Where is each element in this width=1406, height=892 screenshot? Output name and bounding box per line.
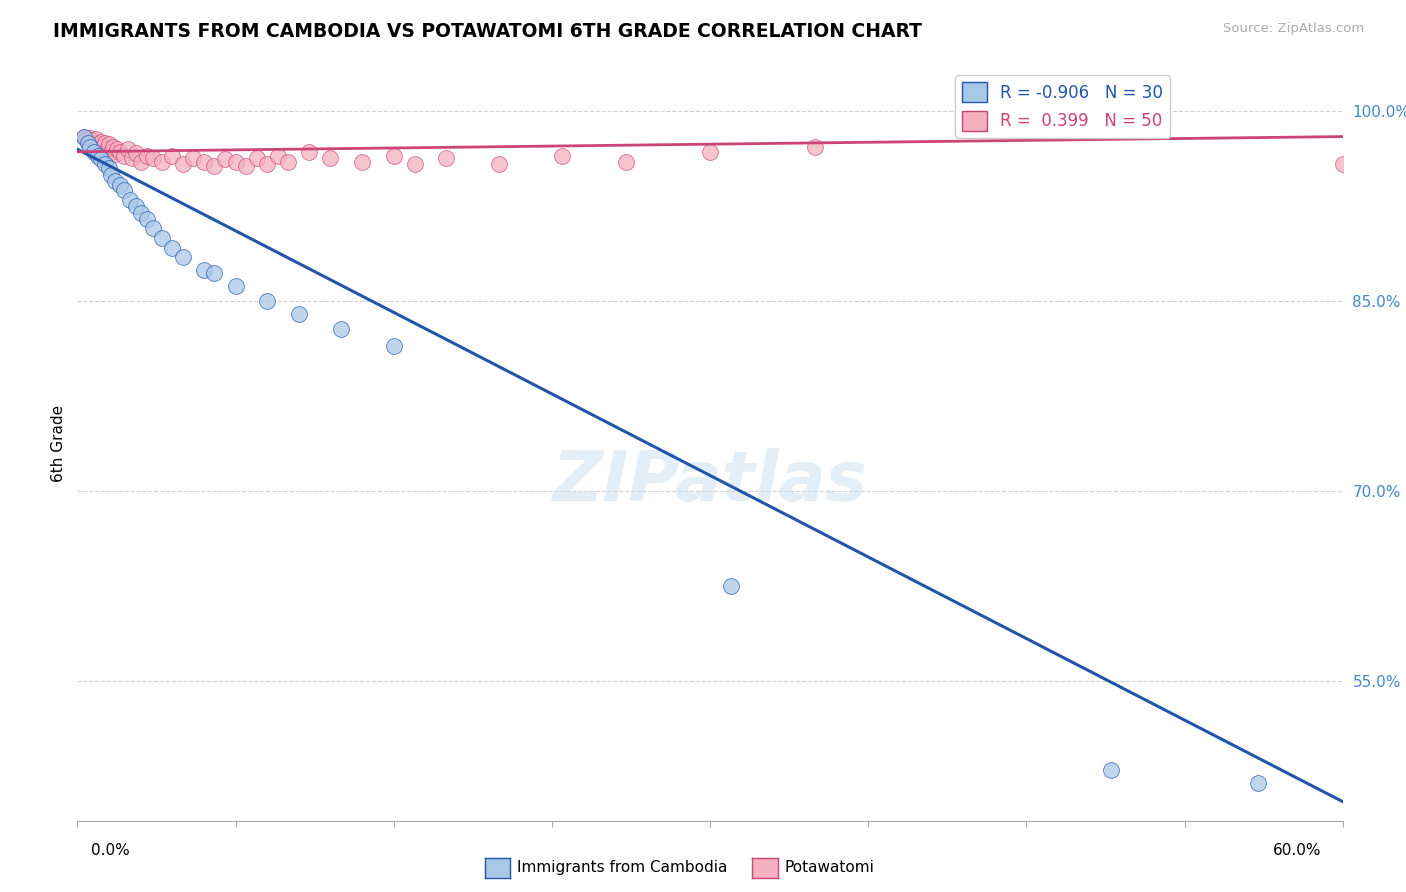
Point	[73, 129, 96, 144]
Point	[108, 145, 131, 159]
Text: 0.0%: 0.0%	[91, 843, 131, 858]
Point	[551, 148, 574, 162]
Point	[162, 148, 183, 162]
Point	[1331, 157, 1354, 171]
Point	[162, 241, 183, 255]
Point	[112, 183, 135, 197]
Text: Potawatomi: Potawatomi	[785, 861, 875, 875]
Point	[83, 145, 105, 159]
Point	[117, 142, 139, 156]
Point	[75, 132, 97, 146]
Point	[87, 148, 110, 162]
Legend: R = -0.906   N = 30, R =  0.399   N = 50: R = -0.906 N = 30, R = 0.399 N = 50	[955, 75, 1170, 137]
Point	[298, 145, 321, 159]
Point	[76, 136, 98, 150]
Point	[204, 159, 226, 173]
Point	[93, 157, 115, 171]
Point	[104, 174, 127, 188]
Point	[79, 139, 101, 153]
Point	[225, 279, 247, 293]
Point	[256, 294, 278, 309]
Point	[103, 139, 124, 153]
Point	[172, 157, 194, 171]
Point	[277, 155, 299, 169]
Point	[96, 142, 118, 156]
Point	[288, 307, 311, 321]
Point	[83, 136, 105, 150]
Point	[98, 137, 120, 152]
Point	[90, 153, 111, 167]
Text: Source: ZipAtlas.com: Source: ZipAtlas.com	[1223, 22, 1364, 36]
Point	[125, 199, 148, 213]
Text: 60.0%: 60.0%	[1274, 843, 1322, 858]
Point	[699, 145, 721, 159]
Point	[87, 137, 110, 152]
Point	[100, 168, 122, 182]
Text: IMMIGRANTS FROM CAMBODIA VS POTAWATOMI 6TH GRADE CORRELATION CHART: IMMIGRANTS FROM CAMBODIA VS POTAWATOMI 6…	[53, 22, 922, 41]
Point	[267, 148, 290, 162]
Point	[104, 147, 127, 161]
Point	[172, 250, 194, 264]
Point	[352, 155, 374, 169]
Y-axis label: 6th Grade: 6th Grade	[51, 405, 66, 483]
Point	[136, 148, 159, 162]
Point	[214, 153, 236, 167]
Point	[125, 146, 148, 161]
Point	[235, 159, 257, 173]
Point	[82, 133, 104, 147]
Point	[382, 148, 405, 162]
Point	[150, 231, 173, 245]
Point	[404, 157, 426, 171]
Point	[129, 205, 152, 219]
Text: ZIPatlas: ZIPatlas	[553, 448, 868, 515]
Point	[256, 157, 278, 171]
Point	[91, 139, 114, 153]
Point	[193, 262, 215, 277]
Point	[136, 211, 159, 226]
Point	[183, 151, 205, 165]
Point	[93, 136, 115, 150]
Point	[142, 220, 165, 235]
Point	[225, 155, 247, 169]
Point	[614, 155, 637, 169]
Point	[193, 155, 215, 169]
Point	[330, 322, 353, 336]
Point	[204, 266, 226, 280]
Point	[112, 148, 135, 162]
Point	[79, 131, 101, 145]
Point	[142, 151, 165, 165]
Point	[246, 151, 269, 165]
Point	[86, 132, 108, 146]
Point	[100, 145, 122, 159]
Point	[90, 135, 111, 149]
Point	[73, 129, 96, 144]
Point	[98, 161, 120, 176]
Point	[76, 135, 98, 149]
Text: Immigrants from Cambodia: Immigrants from Cambodia	[517, 861, 728, 875]
Point	[319, 151, 342, 165]
Point	[488, 157, 510, 171]
Point	[108, 178, 131, 192]
Point	[107, 142, 129, 156]
Point	[1099, 763, 1122, 777]
Point	[120, 193, 141, 207]
Point	[720, 579, 742, 593]
Point	[804, 139, 827, 153]
Point	[121, 151, 143, 165]
Point	[436, 151, 458, 165]
Point	[150, 155, 173, 169]
Point	[1247, 775, 1270, 789]
Point	[382, 338, 405, 352]
Point	[129, 155, 152, 169]
